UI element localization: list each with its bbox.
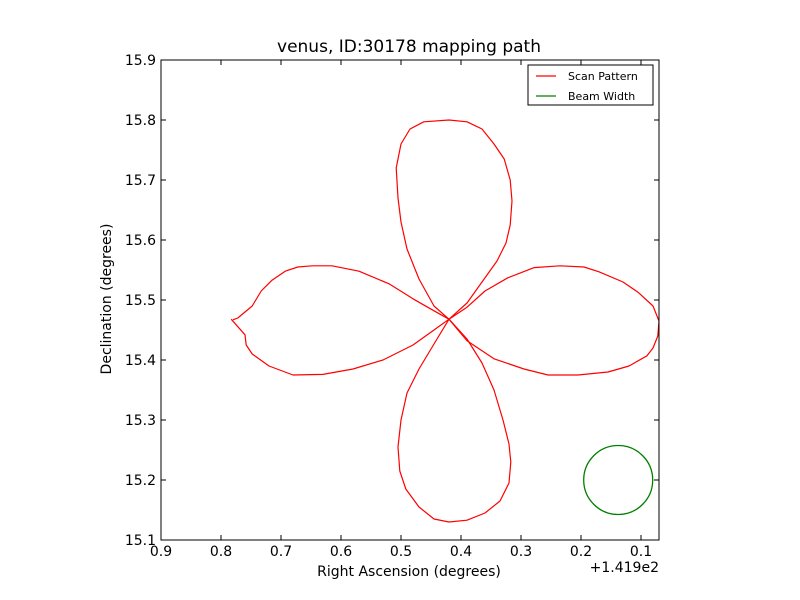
y-tick-label: 15.7 (125, 173, 156, 189)
x-tick-label: 0.2 (570, 544, 592, 560)
y-tick-label: 15.4 (125, 353, 156, 369)
x-tick-label: 0.4 (450, 544, 472, 560)
legend-box (527, 64, 654, 106)
y-tick-label: 15.1 (125, 533, 156, 549)
x-tick-label: 0.3 (510, 544, 532, 560)
plot-frame (160, 59, 660, 541)
x-tick-label: 0.6 (330, 544, 352, 560)
y-tick-label: 15.3 (125, 413, 156, 429)
y-tick-label: 15.9 (125, 53, 156, 69)
series-beam-width-circle (583, 444, 654, 516)
x-tick-label: 0.7 (270, 544, 292, 560)
y-tick-label: 15.2 (125, 473, 156, 489)
x-axis-offset-label: +1.419e2 (590, 560, 659, 576)
legend-label: Beam Width (568, 90, 635, 103)
x-tick-label: 0.9 (150, 544, 172, 560)
series-scan-pattern-line-1 (395, 119, 513, 523)
x-tick-label: 0.1 (630, 544, 652, 560)
y-tick-label: 15.5 (125, 293, 156, 309)
legend-label: Scan Pattern (568, 70, 638, 83)
plot-area (230, 119, 659, 523)
series-scan-pattern-line-0 (230, 265, 659, 376)
y-tick-label: 15.6 (125, 233, 156, 249)
chart-title: venus, ID:30178 mapping path (277, 37, 541, 57)
x-axis-title: Right Ascension (degrees) (317, 564, 501, 580)
y-axis-title: Declination (degrees) (99, 224, 115, 375)
x-tick-label: 0.5 (390, 544, 412, 560)
y-tick-label: 15.8 (125, 113, 156, 129)
legend: Scan Pattern Beam Width (527, 64, 654, 106)
x-tick-label: 0.8 (210, 544, 232, 560)
